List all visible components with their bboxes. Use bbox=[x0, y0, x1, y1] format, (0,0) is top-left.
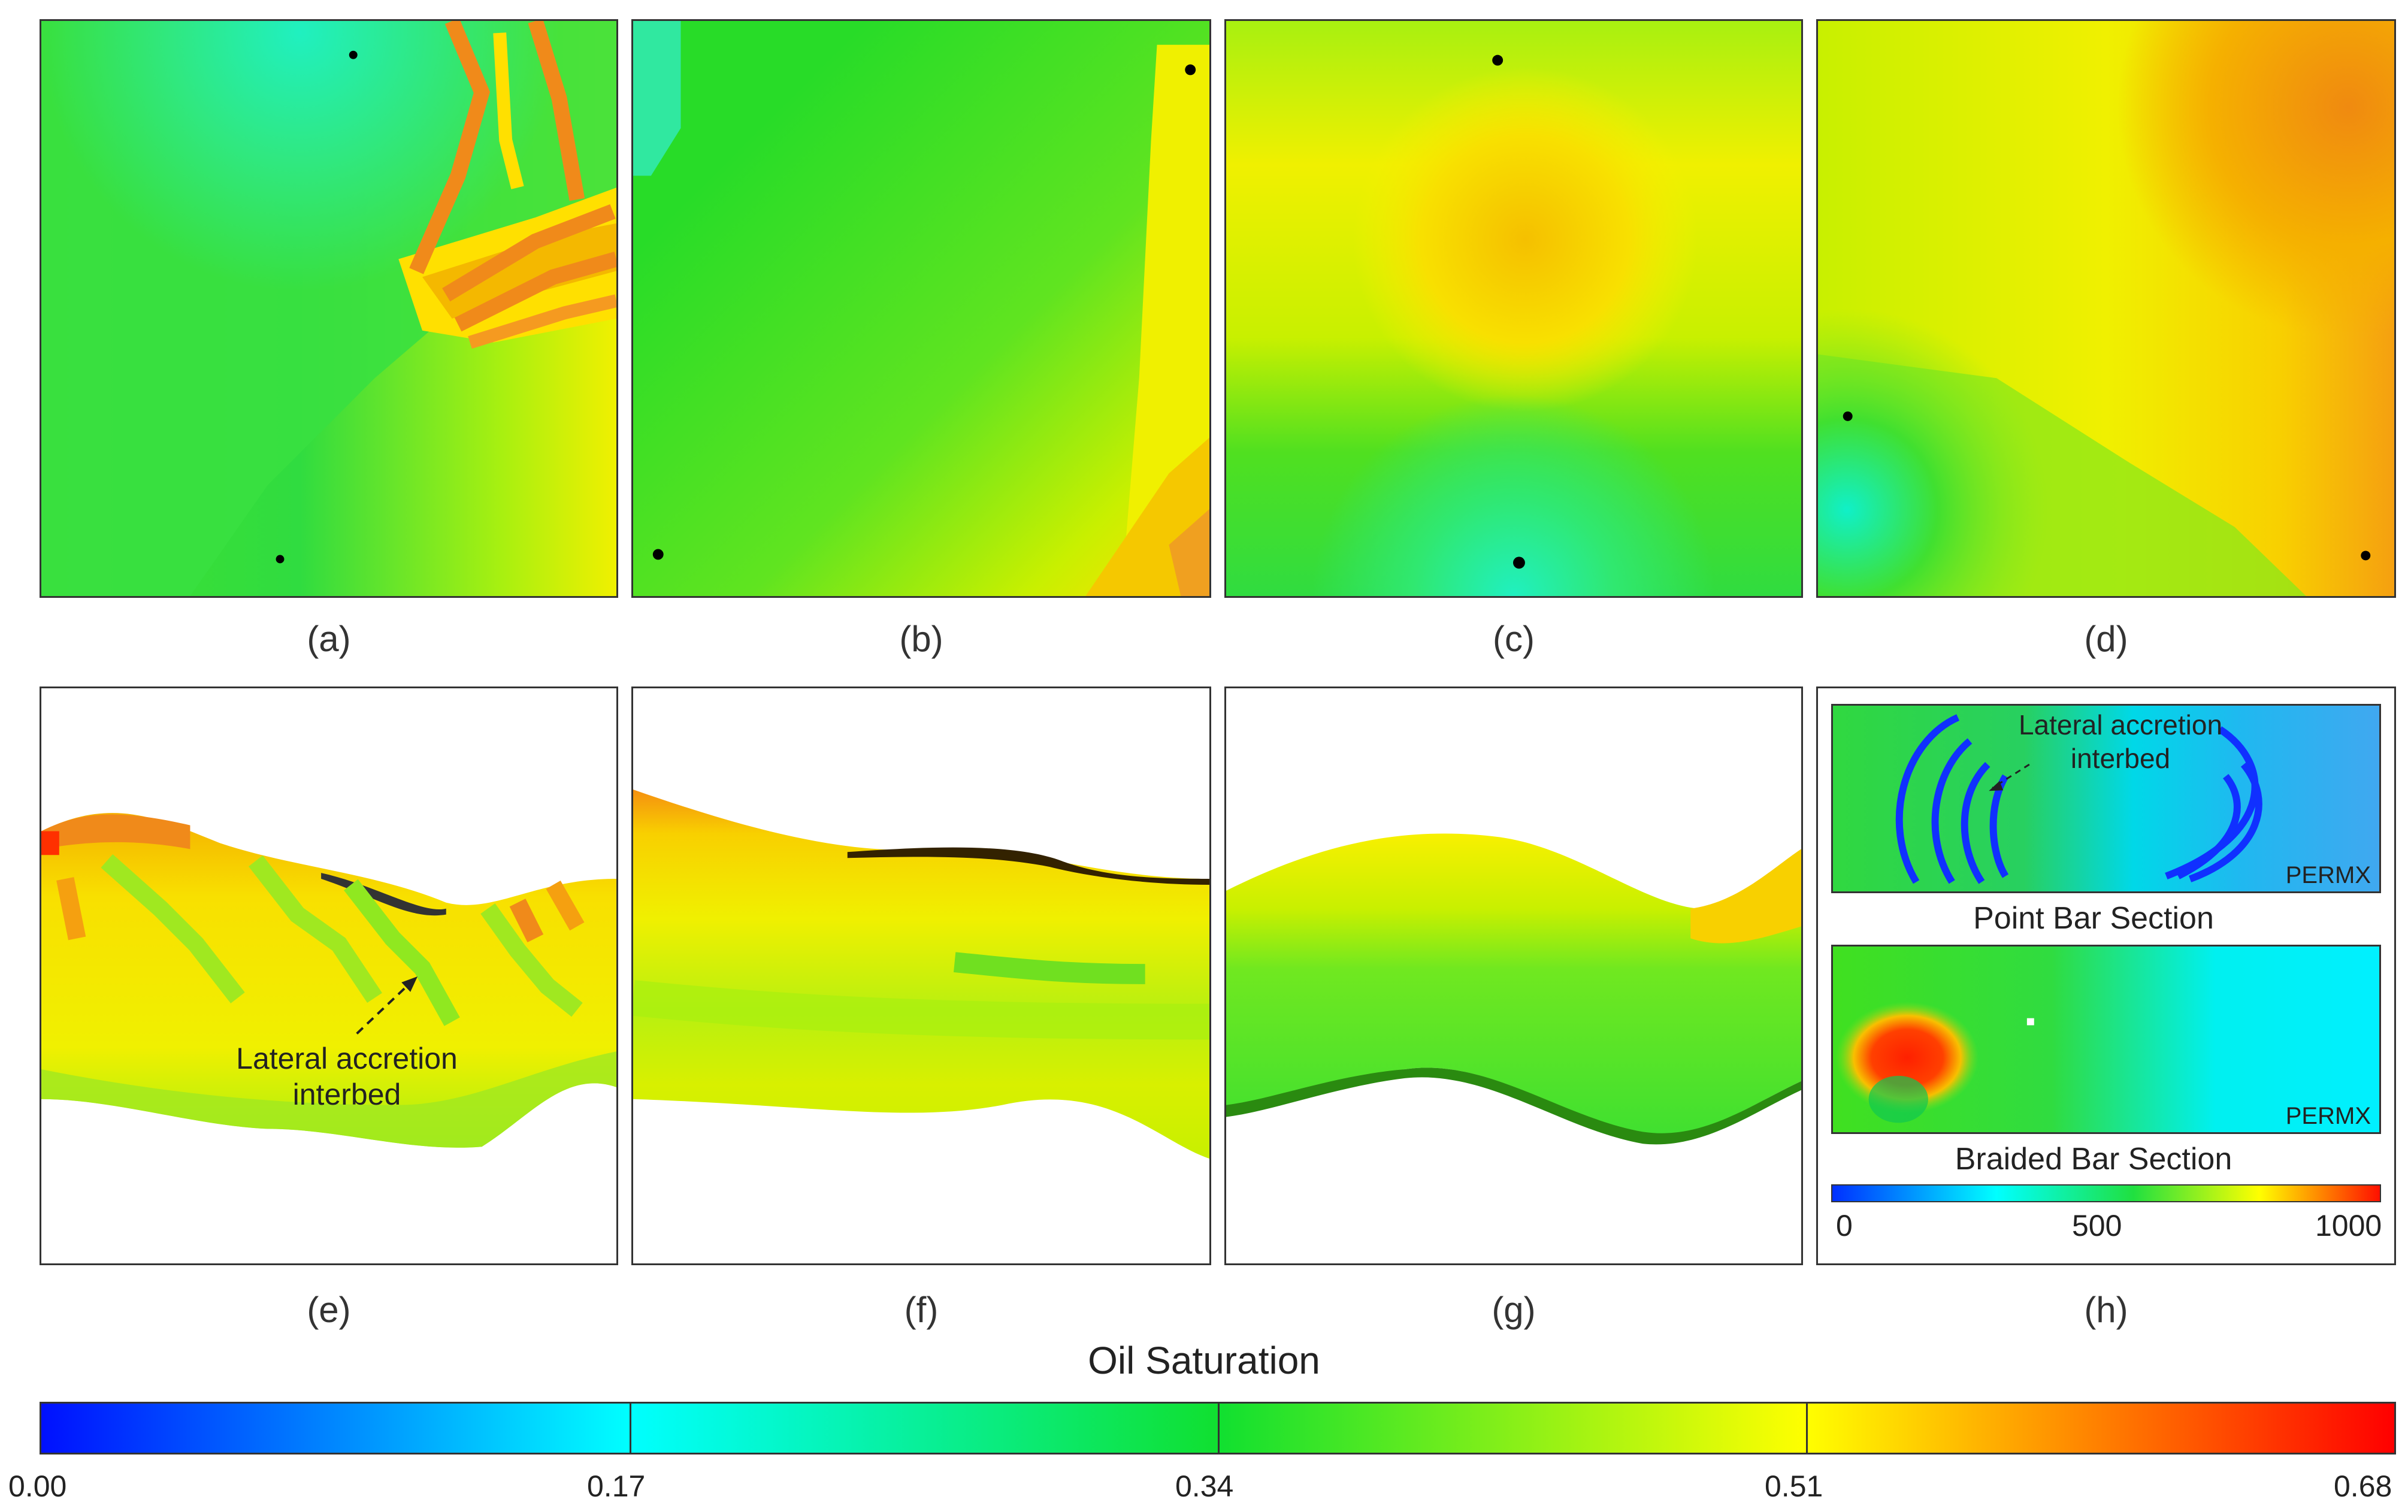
panel-f-label: (f) bbox=[904, 1290, 939, 1330]
panel-g-label: (g) bbox=[1492, 1290, 1536, 1330]
colorbar-tick-2: 0.34 bbox=[1175, 1469, 1234, 1503]
panel-e-annotation-line1: Lateral accretion bbox=[236, 1042, 458, 1075]
panel-h-annotation-line2: interbed bbox=[2070, 743, 2171, 774]
panel-e-annotation: Lateral accretion interbed bbox=[209, 1041, 485, 1112]
point-bar-property-label: PERMX bbox=[2285, 862, 2371, 888]
braided-bar-property-label: PERMX bbox=[2285, 1103, 2371, 1129]
colorbar-tick-3: 0.51 bbox=[1765, 1469, 1823, 1503]
colorbar-tick-4: 0.68 bbox=[2334, 1469, 2392, 1503]
panel-b-map bbox=[631, 19, 1211, 598]
colorbar-tick-0: 0.00 bbox=[8, 1469, 67, 1503]
colorbar-divider-1 bbox=[630, 1404, 631, 1453]
braided-bar-caption: Braided Bar Section bbox=[1955, 1142, 2232, 1177]
panel-d-saturation-field bbox=[1818, 21, 2394, 596]
oil-saturation-colorbar bbox=[40, 1402, 2396, 1454]
panel-b-label: (b) bbox=[899, 619, 943, 659]
panel-f-section bbox=[631, 687, 1211, 1265]
panel-a-saturation-field bbox=[41, 21, 616, 596]
panel-h-permx: Lateral accretion interbed PERMX Point B… bbox=[1816, 687, 2396, 1265]
permx-tick-500: 500 bbox=[2072, 1209, 2122, 1242]
panel-c-label: (c) bbox=[1493, 619, 1535, 659]
point-bar-caption: Point Bar Section bbox=[1973, 901, 2214, 936]
panel-h-annotation-line1: Lateral accretion bbox=[2018, 709, 2223, 740]
colorbar-divider-3 bbox=[1806, 1404, 1808, 1453]
colorbar-divider-2 bbox=[1218, 1404, 1220, 1453]
colorbar-tick-1: 0.17 bbox=[587, 1469, 646, 1503]
colorbar-title: Oil Saturation bbox=[1088, 1339, 1320, 1382]
panel-c-map bbox=[1224, 19, 1803, 598]
panel-e-saturation-section bbox=[41, 813, 616, 1148]
panel-h-label: (h) bbox=[2084, 1290, 2128, 1330]
panel-a-map bbox=[40, 19, 618, 598]
panel-e-section: Lateral accretion interbed bbox=[40, 687, 618, 1265]
panel-e-label: (e) bbox=[307, 1290, 351, 1330]
braided-bar-permx-field bbox=[1833, 946, 2379, 1132]
permx-tick-1000: 1000 bbox=[2315, 1209, 2382, 1242]
panel-h-annotation: Lateral accretion interbed bbox=[1977, 708, 2264, 775]
permx-colorbar bbox=[1831, 1184, 2381, 1202]
point-bar-map: Lateral accretion interbed PERMX bbox=[1831, 704, 2381, 893]
panel-c-saturation-field bbox=[1226, 21, 1801, 596]
panel-f-saturation-section bbox=[633, 789, 1209, 1159]
permx-tick-0: 0 bbox=[1836, 1209, 1853, 1242]
panel-g-section bbox=[1224, 687, 1803, 1265]
braided-bar-map: PERMX bbox=[1831, 945, 2381, 1134]
point-bar-permx-field bbox=[1833, 706, 2379, 891]
panel-b-saturation-field bbox=[633, 21, 1209, 596]
panel-d-map bbox=[1816, 19, 2396, 598]
panel-g-saturation-section bbox=[1226, 833, 1801, 1145]
panel-e-annotation-line2: interbed bbox=[292, 1078, 401, 1111]
panel-a-label: (a) bbox=[307, 619, 351, 659]
panel-d-label: (d) bbox=[2084, 619, 2128, 659]
